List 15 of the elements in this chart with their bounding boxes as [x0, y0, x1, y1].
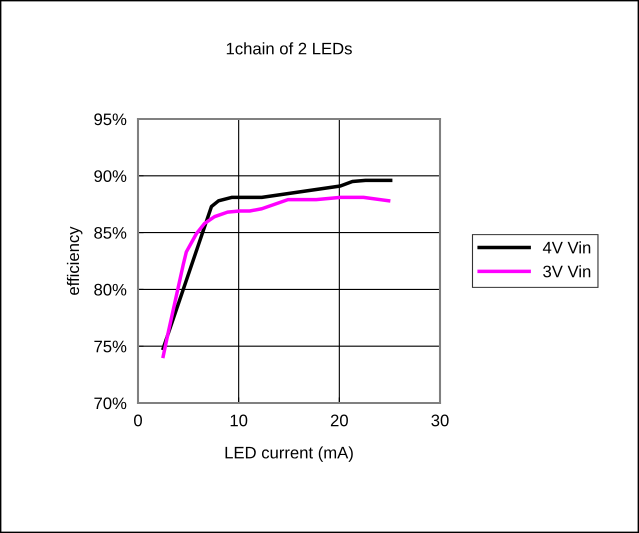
x-axis-title: LED current (mA) [226, 446, 353, 462]
y-tick-label: 95% [94, 113, 126, 126]
y-tick-label: 85% [94, 227, 126, 239]
chart-title: 1chain of 2 LEDs [226, 42, 352, 54]
legend-label: 4V Vin [542, 241, 590, 254]
legend-label: 3V Vin [543, 265, 590, 278]
y-axis-title: efficiency [66, 226, 82, 295]
x-tick-label: 0 [134, 414, 142, 426]
y-tick-label: 75% [94, 340, 126, 352]
y-tick-label: 90% [94, 170, 126, 182]
x-tick-label: 20 [330, 414, 348, 426]
y-tick-label: 70% [94, 397, 126, 410]
x-tick-label: 30 [431, 414, 449, 426]
x-tick-label: 10 [230, 414, 248, 426]
y-tick-label: 80% [94, 284, 126, 296]
